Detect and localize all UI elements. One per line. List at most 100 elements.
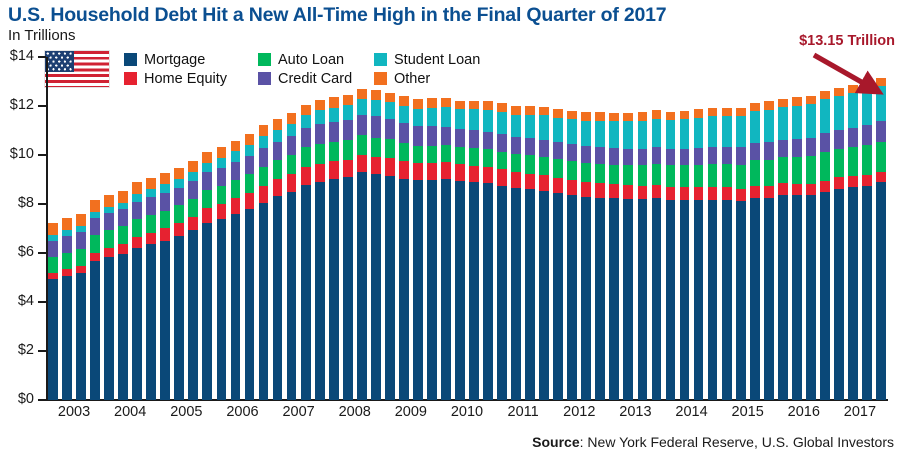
bar-2016Q3[interactable] (805, 95, 816, 400)
bar-segment-other (749, 102, 760, 112)
bar-2015Q1[interactable] (721, 107, 732, 400)
bar-2011Q3[interactable] (525, 106, 536, 400)
legend-item-home-equity[interactable]: Home Equity (124, 69, 252, 88)
bar-2017Q4[interactable] (876, 77, 886, 400)
bar-2017Q3[interactable] (862, 82, 872, 400)
y-axis-tick (38, 350, 46, 352)
x-axis-tick-label: 2015 (731, 404, 764, 420)
legend-item-other[interactable]: Other (374, 69, 494, 88)
bar-2012Q1[interactable] (553, 109, 564, 400)
bar-2004Q1[interactable] (104, 194, 115, 400)
legend-item-mortgage[interactable]: Mortgage (124, 50, 252, 69)
x-axis-tick-label: 2004 (114, 404, 147, 420)
bar-2017Q1[interactable] (833, 87, 844, 400)
legend-item-auto-loan[interactable]: Auto Loan (258, 50, 368, 69)
bar-segment-mortgage (174, 235, 185, 400)
bar-2014Q2[interactable] (679, 110, 690, 400)
bar-2006Q2[interactable] (230, 140, 241, 400)
bar-2008Q4[interactable] (370, 90, 381, 400)
bar-2014Q4[interactable] (707, 107, 718, 400)
y-axis-tick-label: $12 (9, 97, 34, 113)
bar-2008Q1[interactable] (328, 97, 339, 400)
bar-segment-home-equity (384, 158, 395, 177)
bar-segment-credit-card (174, 187, 185, 206)
bar-2006Q3[interactable] (244, 134, 255, 400)
legend-label: Auto Loan (278, 51, 345, 68)
bar-2006Q1[interactable] (216, 146, 227, 400)
bar-2015Q4[interactable] (763, 101, 774, 400)
bar-segment-other (707, 107, 718, 117)
bar-2003Q1[interactable] (48, 223, 58, 400)
bar-segment-other (763, 101, 774, 110)
bar-segment-other (819, 91, 830, 100)
legend-item-student-loan[interactable]: Student Loan (374, 50, 494, 69)
bar-segment-mortgage (665, 199, 676, 400)
bar-2014Q3[interactable] (693, 109, 704, 400)
bar-segment-mortgage (328, 179, 339, 400)
bar-segment-auto-loan (188, 198, 199, 217)
bar-segment-home-equity (623, 185, 634, 199)
bar-2015Q2[interactable] (735, 107, 746, 400)
bar-segment-mortgage (412, 180, 423, 400)
legend-item-credit-card[interactable]: Credit Card (258, 69, 368, 88)
bar-2004Q2[interactable] (118, 191, 129, 400)
y-axis-labels: $0 $2 $4 $6 $8 $10 $12 $14 (0, 48, 34, 407)
bar-segment-auto-loan (749, 160, 760, 186)
bar-2004Q4[interactable] (146, 177, 157, 400)
bar-2017Q2[interactable] (848, 84, 858, 400)
bar-2014Q1[interactable] (665, 111, 676, 400)
bar-2012Q3[interactable] (581, 112, 592, 400)
bar-2004Q3[interactable] (132, 182, 143, 400)
bar-2007Q3[interactable] (300, 104, 311, 400)
bar-2009Q2[interactable] (398, 95, 409, 400)
legend-label: Other (394, 70, 431, 87)
bar-segment-mortgage (286, 191, 297, 400)
bar-2011Q4[interactable] (539, 106, 550, 400)
bar-2003Q3[interactable] (76, 213, 86, 400)
bar-2010Q1[interactable] (441, 97, 451, 400)
x-axis-tick-label: 2005 (170, 404, 203, 420)
bar-2008Q2[interactable] (342, 95, 353, 400)
bar-2009Q1[interactable] (384, 92, 395, 400)
bar-2005Q2[interactable] (174, 168, 185, 400)
bar-2006Q4[interactable] (258, 125, 269, 400)
bar-2011Q2[interactable] (511, 106, 522, 400)
bar-segment-student-loan (286, 123, 297, 137)
bar-2005Q3[interactable] (188, 160, 199, 400)
bar-2015Q3[interactable] (749, 102, 760, 400)
bar-2009Q3[interactable] (412, 98, 423, 400)
bar-2016Q1[interactable] (777, 98, 788, 400)
bar-2013Q1[interactable] (609, 113, 620, 400)
bar-segment-mortgage (539, 191, 550, 400)
bar-2010Q4[interactable] (483, 101, 493, 400)
bar-segment-auto-loan (160, 210, 171, 229)
bar-2012Q4[interactable] (595, 112, 606, 400)
x-axis-tick-label: 2006 (226, 404, 259, 420)
bar-2016Q2[interactable] (791, 97, 802, 400)
bar-2005Q4[interactable] (202, 151, 213, 400)
bar-segment-home-equity (286, 174, 297, 192)
bar-2005Q1[interactable] (160, 173, 171, 400)
bar-2013Q2[interactable] (623, 112, 634, 400)
bar-2003Q2[interactable] (62, 218, 72, 400)
bar-2016Q4[interactable] (819, 91, 830, 400)
bar-2007Q2[interactable] (286, 113, 297, 400)
bar-2007Q1[interactable] (272, 119, 283, 400)
bar-2013Q3[interactable] (637, 112, 648, 400)
bar-segment-student-loan (651, 118, 662, 148)
bar-segment-home-equity (300, 167, 311, 185)
bar-2012Q2[interactable] (567, 110, 578, 400)
bar-2010Q3[interactable] (469, 100, 479, 400)
bar-2003Q4[interactable] (90, 200, 101, 400)
bar-2009Q4[interactable] (427, 98, 437, 400)
bar-2013Q4[interactable] (651, 110, 662, 400)
bar-segment-credit-card (553, 142, 564, 159)
bar-segment-home-equity (469, 165, 479, 182)
bar-segment-other (553, 109, 564, 118)
bar-2010Q2[interactable] (455, 100, 465, 400)
bar-2007Q4[interactable] (314, 99, 325, 400)
bar-2011Q1[interactable] (497, 103, 507, 400)
bar-segment-home-equity (132, 236, 143, 248)
bar-2008Q3[interactable] (356, 88, 367, 400)
bar-segment-other (665, 111, 676, 121)
